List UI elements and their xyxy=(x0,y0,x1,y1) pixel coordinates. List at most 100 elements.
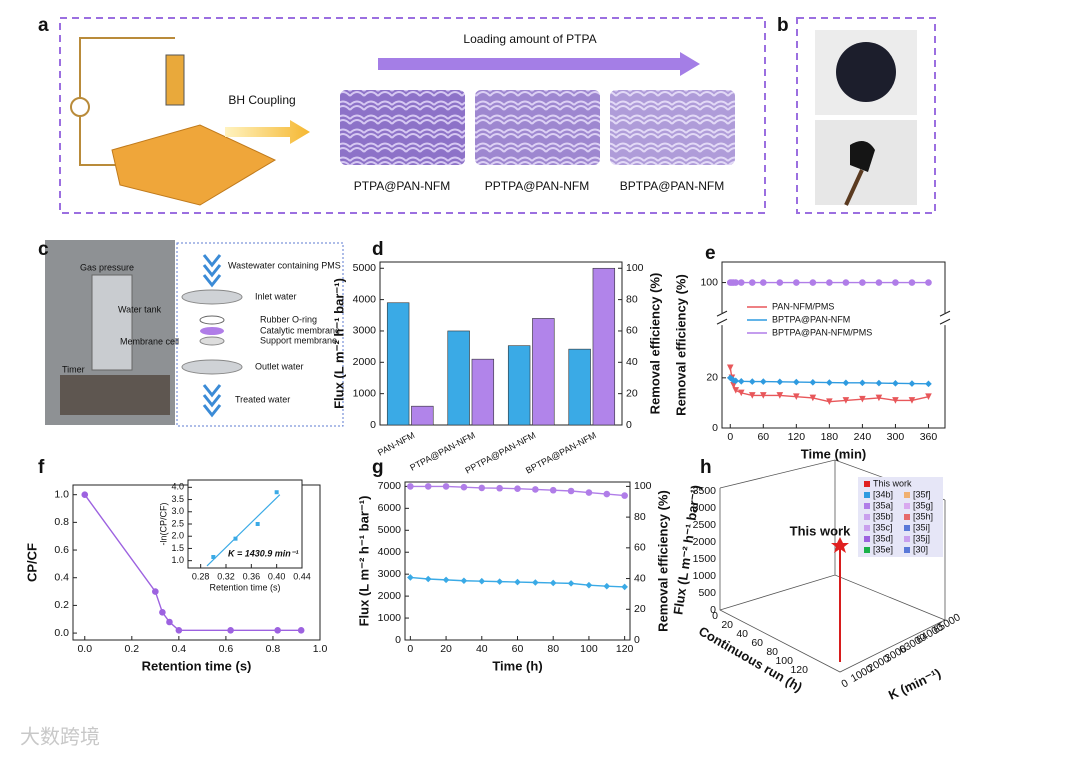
run-tick-label: 60 xyxy=(751,637,763,649)
arrow xyxy=(225,120,310,144)
bar xyxy=(471,358,495,426)
legend-label: This work xyxy=(873,478,912,488)
marker xyxy=(478,577,486,585)
legend-swatch xyxy=(904,547,910,553)
marker xyxy=(460,577,468,585)
legend-label: [35c] xyxy=(873,522,893,532)
legend-label: [35j] xyxy=(913,533,930,543)
legend-swatch xyxy=(904,514,910,520)
x-tick-label: 20 xyxy=(440,643,452,655)
y2-tick-label: 60 xyxy=(634,542,646,554)
marker xyxy=(826,379,833,386)
run-tick-label: 120 xyxy=(790,664,808,676)
voltmeter xyxy=(70,97,90,117)
legend-swatch xyxy=(864,481,870,487)
support-membrane xyxy=(199,336,225,346)
marker xyxy=(297,627,305,634)
y2-tick-label: 0 xyxy=(634,634,640,646)
y-tick-label: 0.8 xyxy=(54,516,69,528)
legend-label: [30] xyxy=(913,544,928,554)
tweezer xyxy=(844,169,864,206)
y-tick-label: 5000 xyxy=(353,262,377,274)
marker xyxy=(859,395,866,403)
marker xyxy=(175,627,183,634)
y2-tick-label: 100 xyxy=(626,262,644,274)
marker xyxy=(748,392,756,399)
y-tick-label: 1.0 xyxy=(171,555,184,565)
x-axis-label: Retention time (s) xyxy=(142,658,252,673)
y-tick-label: 100 xyxy=(700,276,718,288)
run-tick-label: 20 xyxy=(721,619,733,631)
plot-frame xyxy=(721,261,946,429)
legend-swatch xyxy=(864,547,870,553)
arrow xyxy=(378,52,700,76)
marker xyxy=(793,279,800,286)
y-tick-label: 1.5 xyxy=(171,543,184,553)
marker xyxy=(159,609,166,616)
panel-frame xyxy=(796,17,936,214)
marker xyxy=(875,379,883,387)
z-tick-label: 1500 xyxy=(693,553,717,565)
marker xyxy=(621,492,628,499)
legend-label: [35b] xyxy=(873,511,893,521)
marker xyxy=(842,379,850,387)
marker xyxy=(549,579,557,587)
panel-frame xyxy=(176,242,344,427)
x-tick-label: PAN-NFM xyxy=(376,430,416,458)
marker xyxy=(776,378,784,386)
k-tick-label: 65000 xyxy=(931,611,962,636)
y-tick-label: 2.5 xyxy=(171,518,184,528)
y2-tick-label: 0 xyxy=(626,419,632,431)
x-tick-label: 120 xyxy=(788,431,806,443)
y2-tick-label: 20 xyxy=(626,387,638,399)
x-tick-label: 0.0 xyxy=(77,643,92,655)
label: BPTPA@PAN-NFM xyxy=(620,179,724,193)
marker xyxy=(730,382,737,389)
marker xyxy=(892,380,899,387)
y-tick-label: 20 xyxy=(706,372,718,384)
sem-image xyxy=(475,90,600,165)
axis-break xyxy=(941,313,949,326)
fit-line xyxy=(206,494,281,567)
y-tick-label: 5000 xyxy=(378,524,402,536)
z-tick-label: 2000 xyxy=(693,536,717,548)
panel-letter: d xyxy=(372,239,384,260)
legend-label: [34b] xyxy=(873,489,893,499)
panel-letter: c xyxy=(38,239,49,260)
y-axis-label: Flux (L m⁻² h⁻¹ bar⁻¹) xyxy=(356,496,371,627)
bar xyxy=(568,348,591,426)
plot-frame xyxy=(404,481,631,641)
legend-label: [35g] xyxy=(913,500,933,510)
bar xyxy=(507,345,531,426)
y2-tick-label: 100 xyxy=(634,480,652,492)
marker xyxy=(726,364,734,372)
catalytic-membrane xyxy=(200,327,224,335)
marker xyxy=(603,490,611,498)
label: Loading amount of PTPA xyxy=(463,32,596,46)
label: Support membrane xyxy=(260,335,337,345)
marker xyxy=(892,397,899,404)
y-tick-label: 3.0 xyxy=(171,506,184,516)
legend-label: BPTPA@PAN-NFM/PMS xyxy=(772,327,872,337)
y-tick-label: 2.0 xyxy=(171,531,184,541)
plot-frame xyxy=(187,479,303,569)
z-tick-label: 0 xyxy=(710,604,716,616)
marker xyxy=(759,392,767,399)
x-tick-label: 1.0 xyxy=(313,643,328,655)
y-tick-label: 3000 xyxy=(378,568,402,580)
axis-break xyxy=(718,313,726,326)
fiber-mat xyxy=(111,124,277,206)
label: Treated water xyxy=(235,394,290,404)
bar xyxy=(532,318,555,426)
label: Wastewater containing PMS xyxy=(228,260,341,270)
x-tick-label: 180 xyxy=(821,431,839,443)
marker xyxy=(621,583,628,591)
legend-label: [35e] xyxy=(873,544,893,554)
marker xyxy=(407,574,414,581)
marker xyxy=(908,397,916,404)
y-axis-label: CP/CF xyxy=(24,543,39,582)
x-tick-label: 0.44 xyxy=(293,571,311,581)
marker xyxy=(514,578,521,586)
x-tick-label: 0.28 xyxy=(192,571,210,581)
